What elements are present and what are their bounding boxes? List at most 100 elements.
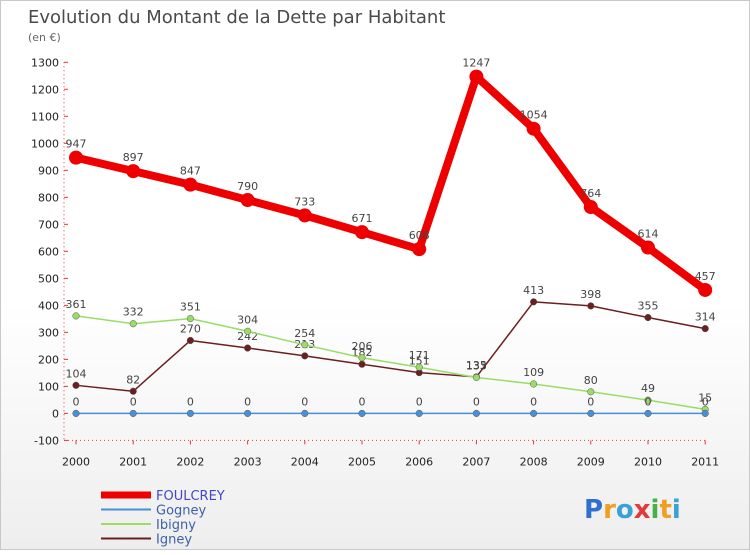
data-point-gogney	[186, 409, 194, 417]
data-label-ibigny: 15	[698, 391, 712, 404]
data-label-ibigny: 171	[409, 349, 430, 362]
data-point-gogney	[415, 409, 423, 417]
legend-label: Ibigny	[156, 518, 196, 533]
series-line-igney	[75, 301, 706, 393]
data-label-ibigny: 80	[584, 374, 598, 387]
data-label-ibigny: 304	[237, 313, 258, 326]
x-tick-label: 2006	[405, 455, 433, 468]
data-label-igney: 104	[66, 367, 87, 380]
data-point-ibigny	[415, 363, 423, 371]
data-point-ibigny	[358, 354, 366, 362]
data-label-igney: 270	[180, 322, 201, 335]
x-tick-label: 2009	[577, 455, 605, 468]
data-point-foulcrey	[355, 225, 369, 240]
data-label-foulcrey: 847	[180, 165, 201, 178]
data-label-igney: 314	[695, 311, 716, 324]
data-point-igney	[186, 336, 194, 345]
data-label-gogney: 0	[130, 395, 137, 408]
data-label-gogney: 0	[587, 395, 594, 408]
y-tick-label: 700	[38, 218, 59, 231]
data-label-ibigny: 351	[180, 301, 201, 314]
data-point-gogney	[587, 409, 595, 417]
data-label-foulcrey: 733	[294, 195, 315, 208]
y-tick-label: 1300	[31, 56, 59, 69]
data-point-gogney	[301, 409, 309, 417]
data-label-igney: 355	[638, 300, 659, 313]
data-point-ibigny	[472, 373, 480, 382]
x-tick-label: 2003	[234, 455, 262, 468]
data-point-foulcrey	[183, 177, 198, 192]
y-tick-label: 1200	[31, 83, 59, 96]
data-point-igney	[244, 344, 252, 352]
x-tick-label: 2001	[119, 455, 147, 468]
y-tick-label: 900	[38, 164, 59, 177]
data-label-ibigny: 109	[523, 366, 544, 379]
data-point-foulcrey	[698, 282, 713, 297]
legend-label: Igney	[156, 533, 192, 548]
data-point-ibigny	[129, 320, 137, 328]
data-label-gogney: 0	[645, 395, 652, 408]
data-point-foulcrey	[526, 121, 541, 136]
data-label-foulcrey: 671	[352, 212, 373, 225]
data-label-igney: 151	[409, 355, 430, 368]
data-point-igney	[129, 387, 137, 395]
data-label-igney: 82	[126, 373, 140, 386]
data-point-igney	[358, 360, 366, 368]
data-label-gogney: 0	[244, 395, 251, 408]
x-tick-label: 2011	[691, 455, 719, 468]
data-label-gogney: 0	[473, 395, 480, 408]
series-group: 1048227024221318215113541339835531436133…	[66, 57, 716, 417]
data-label-igney: 135	[466, 359, 487, 372]
data-label-ibigny: 332	[123, 306, 144, 319]
y-tick-label: 600	[38, 245, 59, 258]
data-label-gogney: 0	[530, 395, 537, 408]
data-point-ibigny	[644, 396, 652, 404]
y-tick-label: 400	[38, 299, 59, 312]
data-point-foulcrey	[583, 200, 598, 215]
y-tick-label: 500	[38, 272, 59, 285]
data-point-foulcrey	[641, 240, 655, 255]
x-tick-label: 2010	[634, 455, 662, 468]
data-label-ibigny: 49	[641, 382, 655, 395]
data-point-gogney	[472, 409, 480, 417]
y-tick-label: 100	[38, 380, 59, 393]
data-point-ibigny	[72, 312, 80, 320]
proxiti-logo: Proxiti	[584, 495, 681, 525]
data-point-ibigny	[244, 327, 252, 335]
x-tick-label: 2004	[291, 455, 319, 468]
data-label-gogney: 0	[301, 395, 308, 408]
data-label-gogney: 0	[416, 395, 423, 408]
x-tick-label: 2002	[176, 455, 204, 468]
data-point-gogney	[244, 409, 252, 417]
data-point-igney	[530, 298, 538, 306]
chart-title: Evolution du Montant de la Dette par Hab…	[28, 7, 445, 28]
data-point-gogney	[701, 409, 709, 417]
data-point-igney	[72, 381, 80, 389]
data-label-foulcrey: 457	[695, 270, 716, 283]
data-point-igney	[301, 352, 309, 360]
data-label-ibigny: 254	[294, 327, 315, 340]
x-tick-label: 2008	[520, 455, 548, 468]
data-point-foulcrey	[297, 208, 312, 223]
data-label-gogney: 0	[73, 395, 80, 408]
y-tick-label: 800	[38, 191, 59, 204]
y-tick-label: 1000	[31, 137, 59, 150]
data-label-ibigny: 206	[352, 340, 373, 353]
series-line-ibigny	[75, 315, 706, 411]
data-point-igney	[644, 313, 652, 322]
y-tick-label: 300	[38, 326, 59, 339]
data-label-foulcrey: 764	[580, 187, 601, 200]
chart-subtitle: (en €)	[28, 31, 61, 44]
data-point-ibigny	[587, 388, 595, 396]
data-point-gogney	[72, 409, 80, 417]
axes: -100010020030040050060070080090010001100…	[31, 56, 719, 468]
data-label-foulcrey: 1054	[520, 109, 548, 122]
data-label-igney: 398	[580, 288, 601, 301]
data-point-foulcrey	[69, 150, 83, 165]
data-point-gogney	[644, 409, 652, 417]
data-label-foulcrey: 790	[237, 180, 258, 193]
legend-label: Gogney	[156, 504, 207, 519]
